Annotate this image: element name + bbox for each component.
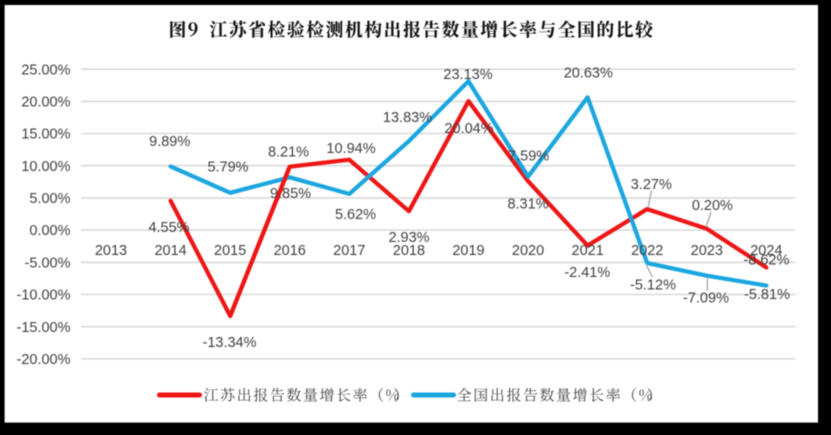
svg-text:2024: 2024 bbox=[750, 243, 782, 259]
svg-text:5.00%: 5.00% bbox=[29, 191, 70, 207]
svg-text:2013: 2013 bbox=[95, 243, 127, 259]
svg-text:20.04%: 20.04% bbox=[444, 121, 493, 137]
svg-text:-15.00%: -15.00% bbox=[16, 320, 70, 336]
svg-text:2019: 2019 bbox=[452, 243, 484, 259]
svg-text:9.85%: 9.85% bbox=[270, 186, 311, 202]
svg-text:-2.41%: -2.41% bbox=[564, 265, 610, 281]
svg-text:2.93%: 2.93% bbox=[388, 230, 429, 246]
svg-text:7.59%: 7.59% bbox=[508, 148, 549, 164]
svg-text:20.63%: 20.63% bbox=[564, 66, 613, 82]
svg-text:10.00%: 10.00% bbox=[21, 159, 70, 175]
svg-text:-10.00%: -10.00% bbox=[16, 288, 70, 304]
svg-text:5.62%: 5.62% bbox=[335, 207, 376, 223]
svg-text:15.00%: 15.00% bbox=[21, 127, 70, 143]
svg-text:23.13%: 23.13% bbox=[443, 67, 492, 83]
svg-text:-7.09%: -7.09% bbox=[683, 291, 729, 307]
svg-text:2014: 2014 bbox=[154, 243, 186, 259]
svg-text:8.21%: 8.21% bbox=[268, 145, 309, 161]
svg-text:-20.00%: -20.00% bbox=[16, 352, 70, 368]
svg-text:3.27%: 3.27% bbox=[631, 177, 672, 193]
svg-text:20.00%: 20.00% bbox=[21, 95, 70, 111]
svg-text:0.20%: 0.20% bbox=[692, 198, 733, 214]
svg-text:-5.81%: -5.81% bbox=[744, 287, 790, 303]
svg-text:2023: 2023 bbox=[691, 243, 723, 259]
svg-text:13.83%: 13.83% bbox=[383, 110, 432, 126]
svg-text:5.79%: 5.79% bbox=[207, 160, 248, 176]
svg-text:9.89%: 9.89% bbox=[149, 134, 190, 150]
svg-text:2022: 2022 bbox=[631, 243, 663, 259]
svg-text:-13.34%: -13.34% bbox=[202, 335, 256, 351]
svg-text:10.94%: 10.94% bbox=[326, 141, 375, 157]
svg-text:-5.00%: -5.00% bbox=[25, 255, 71, 271]
svg-text:2015: 2015 bbox=[214, 243, 246, 259]
svg-text:0.00%: 0.00% bbox=[29, 223, 70, 239]
svg-text:2021: 2021 bbox=[572, 243, 604, 259]
svg-text:2018: 2018 bbox=[393, 243, 425, 259]
svg-text:-8.62%: -8.62% bbox=[743, 253, 789, 269]
svg-text:2016: 2016 bbox=[274, 243, 306, 259]
svg-text:2017: 2017 bbox=[333, 243, 365, 259]
svg-text:-5.12%: -5.12% bbox=[630, 278, 676, 294]
svg-text:4.55%: 4.55% bbox=[148, 220, 189, 236]
svg-text:25.00%: 25.00% bbox=[21, 62, 70, 78]
svg-text:2020: 2020 bbox=[512, 243, 544, 259]
svg-text:8.31%: 8.31% bbox=[507, 196, 548, 212]
